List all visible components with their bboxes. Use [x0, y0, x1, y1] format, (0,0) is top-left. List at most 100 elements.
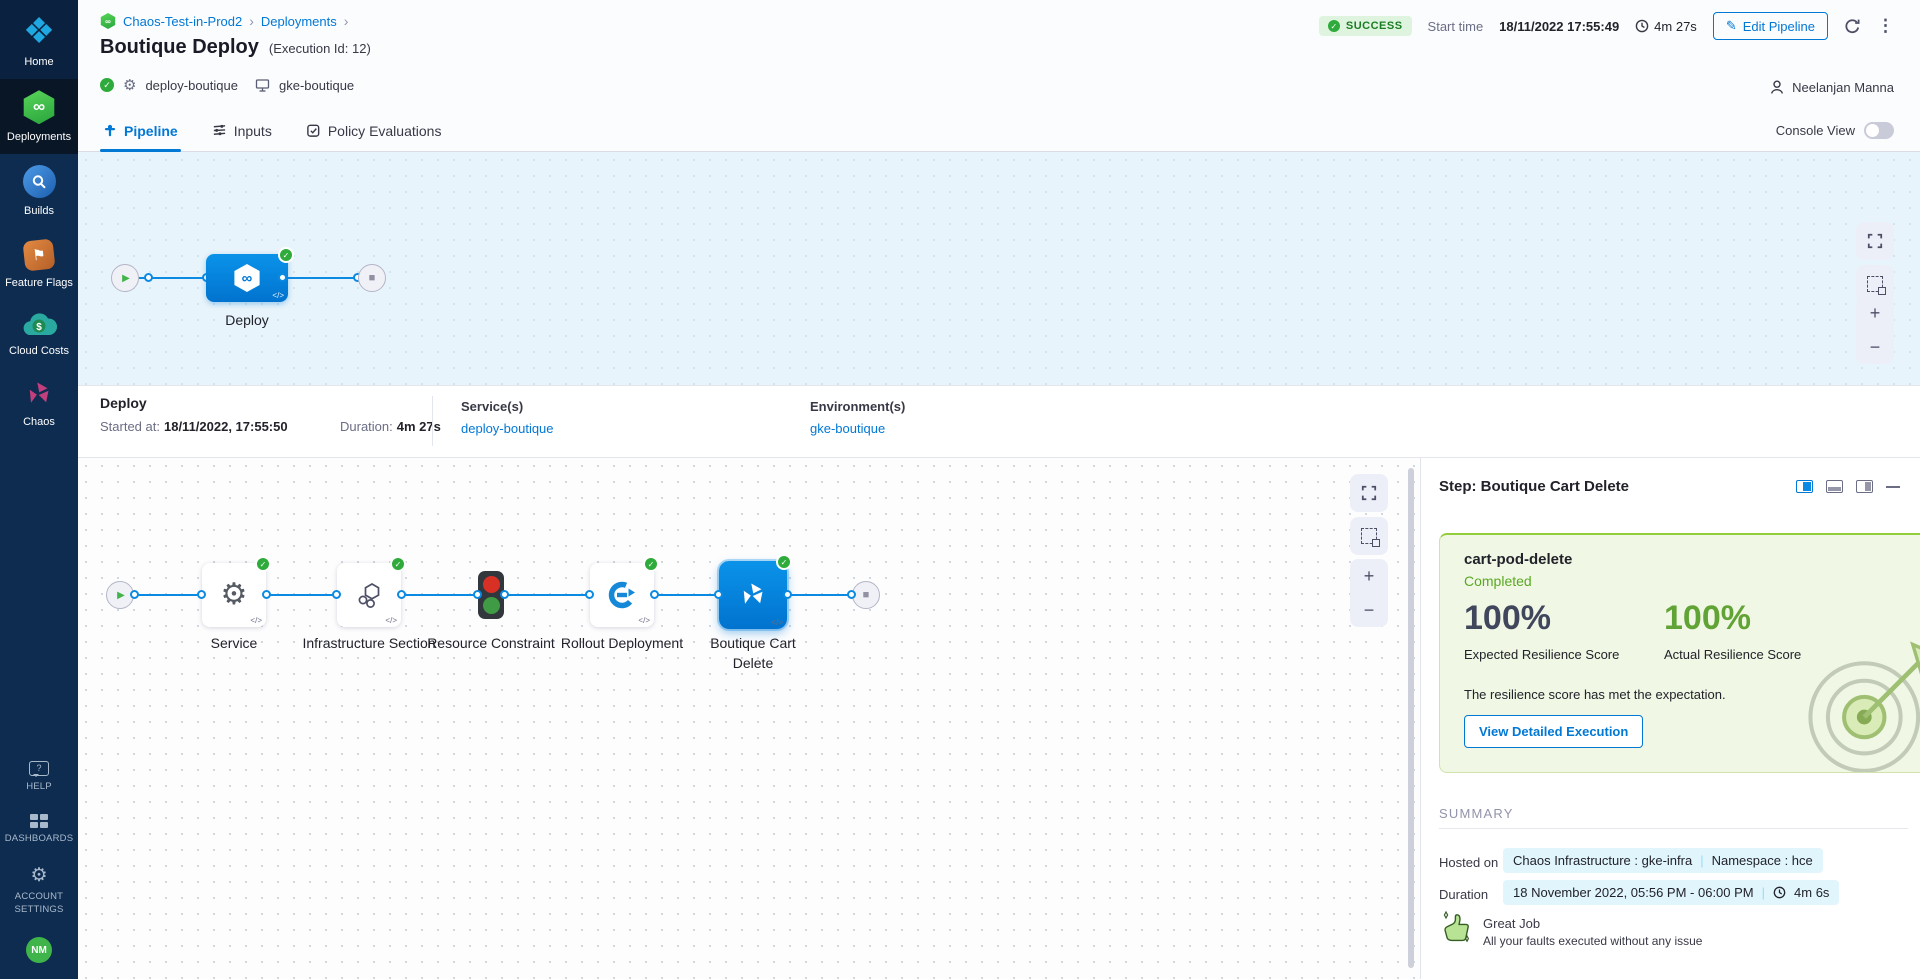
step-node-boutique-cart-delete[interactable]: ✓ </> — [719, 554, 792, 629]
sidebar-item-label: Feature Flags — [5, 276, 73, 289]
step-canvas[interactable]: ▶ ⚙ ✓ </> ✓ </> — [78, 458, 1420, 979]
tab-inputs[interactable]: Inputs — [209, 110, 275, 151]
actual-score-label: Actual Resilience Score — [1664, 647, 1802, 662]
service-tag[interactable]: deploy-boutique — [145, 77, 238, 93]
clock-icon — [1773, 886, 1786, 899]
stop-icon: ■ — [368, 272, 376, 284]
stage-node-deploy[interactable]: ∞ ✓ </> — [206, 247, 294, 302]
port-dot — [500, 590, 509, 599]
tab-policy-evaluations[interactable]: Policy Evaluations — [303, 110, 445, 151]
connector-line — [401, 594, 478, 596]
step-node-rollout-deployment[interactable]: ✓ </> — [590, 556, 659, 627]
tab-label: Inputs — [233, 122, 272, 139]
console-view-toggle[interactable] — [1864, 122, 1894, 139]
step-label: Boutique Cart Delete — [710, 635, 796, 672]
pencil-icon: ✎ — [1725, 18, 1737, 33]
marquee-select-button[interactable] — [1350, 517, 1388, 555]
sidebar-item-label: Cloud Costs — [9, 344, 69, 357]
actual-score: 100% — [1664, 599, 1751, 637]
fullscreen-icon — [1867, 233, 1883, 249]
environment-tag[interactable]: gke-boutique — [278, 77, 355, 93]
environment-link[interactable]: gke-boutique — [810, 421, 886, 436]
experiment-status: Completed — [1464, 573, 1532, 589]
step-node-service[interactable]: ⚙ ✓ </> — [202, 556, 271, 627]
sidebar-item-deployments[interactable]: ∞ Deployments — [0, 79, 78, 155]
zoom-in-button[interactable]: + — [1869, 303, 1881, 323]
sidebar-item-builds[interactable]: Builds — [0, 154, 78, 228]
chaos-icon — [24, 379, 54, 409]
services-label: Service(s) — [461, 399, 524, 414]
sidebar-item-dashboards[interactable]: DASHBOARDS — [0, 803, 78, 855]
layout-right-dock-button[interactable] — [1856, 480, 1873, 493]
sidebar-item-home[interactable]: ❖ Home — [0, 0, 78, 80]
stage-duration: Duration: 4m 27s — [340, 419, 441, 434]
step-label: Service — [210, 635, 258, 651]
sidebar-item-label: Home — [24, 56, 54, 68]
avatar[interactable]: NM — [26, 937, 52, 963]
step-label: Infrastructure Section — [302, 635, 436, 651]
code-glyph: </> — [250, 616, 262, 625]
pipeline-start-node[interactable]: ▶ — [111, 264, 139, 292]
console-view-wrap: Console View — [1776, 110, 1920, 151]
divider — [1439, 828, 1908, 829]
steps-end-node[interactable]: ■ — [852, 581, 880, 609]
expected-score: 100% — [1464, 599, 1551, 637]
tab-pipeline[interactable]: Pipeline — [100, 110, 181, 152]
breadcrumb-project[interactable]: Chaos-Test-in-Prod2 — [123, 13, 243, 29]
step-success-badge: ✓ — [255, 556, 271, 572]
title-row: Boutique Deploy (Execution Id: 12) — [100, 36, 371, 59]
port-dot — [650, 590, 659, 599]
play-icon: ▶ — [122, 272, 130, 284]
hosted-on-label: Hosted on — [1439, 855, 1499, 870]
expand-canvas-button[interactable] — [1350, 474, 1388, 512]
sidebar-item-help[interactable]: ? HELP — [0, 750, 78, 803]
more-options-button[interactable]: ⋮ — [1877, 16, 1894, 36]
service-link[interactable]: deploy-boutique — [461, 421, 554, 436]
zoom-out-button[interactable]: − — [1869, 337, 1881, 357]
refresh-button[interactable] — [1844, 18, 1861, 35]
infinity-glyph: ∞ — [105, 16, 111, 26]
check-glyph: ✓ — [282, 250, 290, 260]
expand-canvas-button[interactable] — [1856, 222, 1894, 260]
console-view-label: Console View — [1775, 123, 1855, 138]
sidebar-item-profile[interactable]: NM — [0, 926, 78, 979]
canvas-scrollbar[interactable] — [1408, 468, 1414, 968]
step-node-resource-constraint[interactable] — [478, 571, 504, 619]
inputs-icon — [213, 124, 225, 136]
layout-right-split-button[interactable] — [1796, 480, 1813, 493]
step-node-infrastructure[interactable]: ✓ </> — [337, 556, 406, 627]
check-glyph: ✓ — [394, 559, 402, 569]
edit-pipeline-button[interactable]: ✎ Edit Pipeline — [1712, 12, 1828, 40]
step-success-badge: ✓ — [643, 556, 659, 572]
chevron-right-icon: › — [343, 13, 349, 29]
pipeline-end-node[interactable]: ■ — [358, 264, 386, 292]
duration-wrap: 4m 27s — [1635, 19, 1697, 34]
sidebar: ❖ Home ∞ Deployments Builds ⚑ Feature Fl… — [0, 0, 78, 979]
zoom-out-button[interactable]: − — [1363, 600, 1375, 620]
page-title: Boutique Deploy — [100, 36, 259, 58]
port-dot — [262, 590, 271, 599]
sidebar-item-cloud-costs[interactable]: $ Cloud Costs — [0, 300, 78, 368]
zoom-in-button[interactable]: + — [1363, 566, 1375, 586]
connector-line — [139, 277, 206, 279]
cloud-costs-icon: $ — [21, 311, 57, 338]
view-detailed-execution-button[interactable]: View Detailed Execution — [1464, 715, 1644, 748]
steps-start-node[interactable]: ▶ — [106, 581, 134, 609]
sidebar-item-chaos[interactable]: Chaos — [0, 368, 78, 439]
infinity-glyph: ∞ — [32, 97, 46, 117]
sidebar-item-feature-flags[interactable]: ⚑ Feature Flags — [0, 229, 78, 300]
started-label: Started at: — [100, 419, 160, 434]
expected-score-label: Expected Resilience Score — [1464, 647, 1620, 662]
edit-pipeline-label: Edit Pipeline — [1742, 18, 1815, 34]
minimize-panel-button[interactable] — [1886, 485, 1900, 488]
started-at: Started at: 18/11/2022, 17:55:50 — [100, 419, 288, 434]
environment-icon — [255, 78, 270, 93]
breadcrumb-deployments[interactable]: Deployments — [260, 13, 337, 29]
stage-canvas[interactable]: ▶ ∞ ✓ </> ■ Deploy + − — [78, 152, 1920, 385]
connector-line — [288, 277, 358, 279]
connector-line — [654, 594, 719, 596]
layout-bottom-split-button[interactable] — [1826, 480, 1843, 493]
sidebar-item-account-settings[interactable]: ⚙ ACCOUNT SETTINGS — [0, 855, 78, 926]
code-glyph: </> — [385, 616, 397, 625]
